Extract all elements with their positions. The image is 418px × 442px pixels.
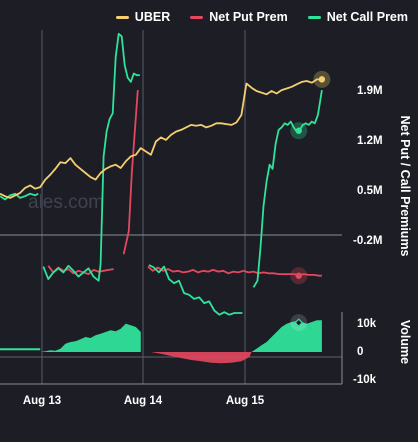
volume-layer <box>0 320 322 364</box>
net-put-prem-line-2 <box>47 265 114 275</box>
legend-swatch-net-call-prem <box>307 15 321 19</box>
x-tick-label: Aug 15 <box>226 395 265 407</box>
x-tick-label: Aug 14 <box>124 395 163 407</box>
uber-end-marker <box>318 76 326 83</box>
volume-tick-label: -10k <box>353 374 377 386</box>
net-put-prem-line-1 <box>122 90 139 255</box>
net-call-prem-line-3 <box>148 264 243 316</box>
chart-legend: UBER Net Put Prem Net Call Prem <box>115 10 408 24</box>
volume-tick-label: 10k <box>357 318 377 330</box>
uber-price-line <box>0 78 322 199</box>
volume-end-marker <box>294 318 304 328</box>
premium-tick-label: 1.9M <box>357 85 383 97</box>
net-call-prem-line-2 <box>42 32 140 282</box>
watermark-text: ales.com <box>28 192 104 213</box>
legend-item-uber[interactable]: UBER <box>115 10 171 24</box>
x-tick-label: Aug 13 <box>23 395 61 407</box>
legend-item-net-call-prem[interactable]: Net Call Prem <box>307 10 408 24</box>
legend-label-net-put-prem: Net Put Prem <box>209 10 288 24</box>
marker-layer <box>290 70 331 332</box>
volume-positive-area-2 <box>251 320 322 352</box>
legend-swatch-net-put-prem <box>190 15 204 19</box>
call-end-marker <box>295 127 302 134</box>
net-call-prem-line-4 <box>252 89 323 288</box>
volume-positive-area-1 <box>40 323 141 352</box>
premium-tick-label: -0.2M <box>353 235 382 247</box>
axis-layer: 1.9M 1.2M 0.5M -0.2M 10k 0 -10k Aug 13 Aug 14 Aug… <box>23 85 412 407</box>
premium-axis-label: Net Put / Call Premiums <box>398 115 412 256</box>
put-end-marker <box>295 272 302 279</box>
volume-tick-label: 0 <box>357 346 363 358</box>
legend-item-net-put-prem[interactable]: Net Put Prem <box>190 10 288 24</box>
legend-swatch-uber <box>115 15 129 19</box>
volume-negative-area-1 <box>150 352 252 364</box>
volume-axis-label: Volume <box>398 320 412 364</box>
baselines <box>0 234 343 385</box>
premium-tick-label: 1.2M <box>357 135 383 147</box>
net-call-prem-line-1 <box>0 192 39 201</box>
legend-label-net-call-prem: Net Call Prem <box>326 10 408 24</box>
legend-label-uber: UBER <box>134 10 171 24</box>
premium-tick-label: 0.5M <box>357 185 383 197</box>
net-put-prem-line-3 <box>147 265 322 277</box>
series-layer <box>0 32 323 316</box>
